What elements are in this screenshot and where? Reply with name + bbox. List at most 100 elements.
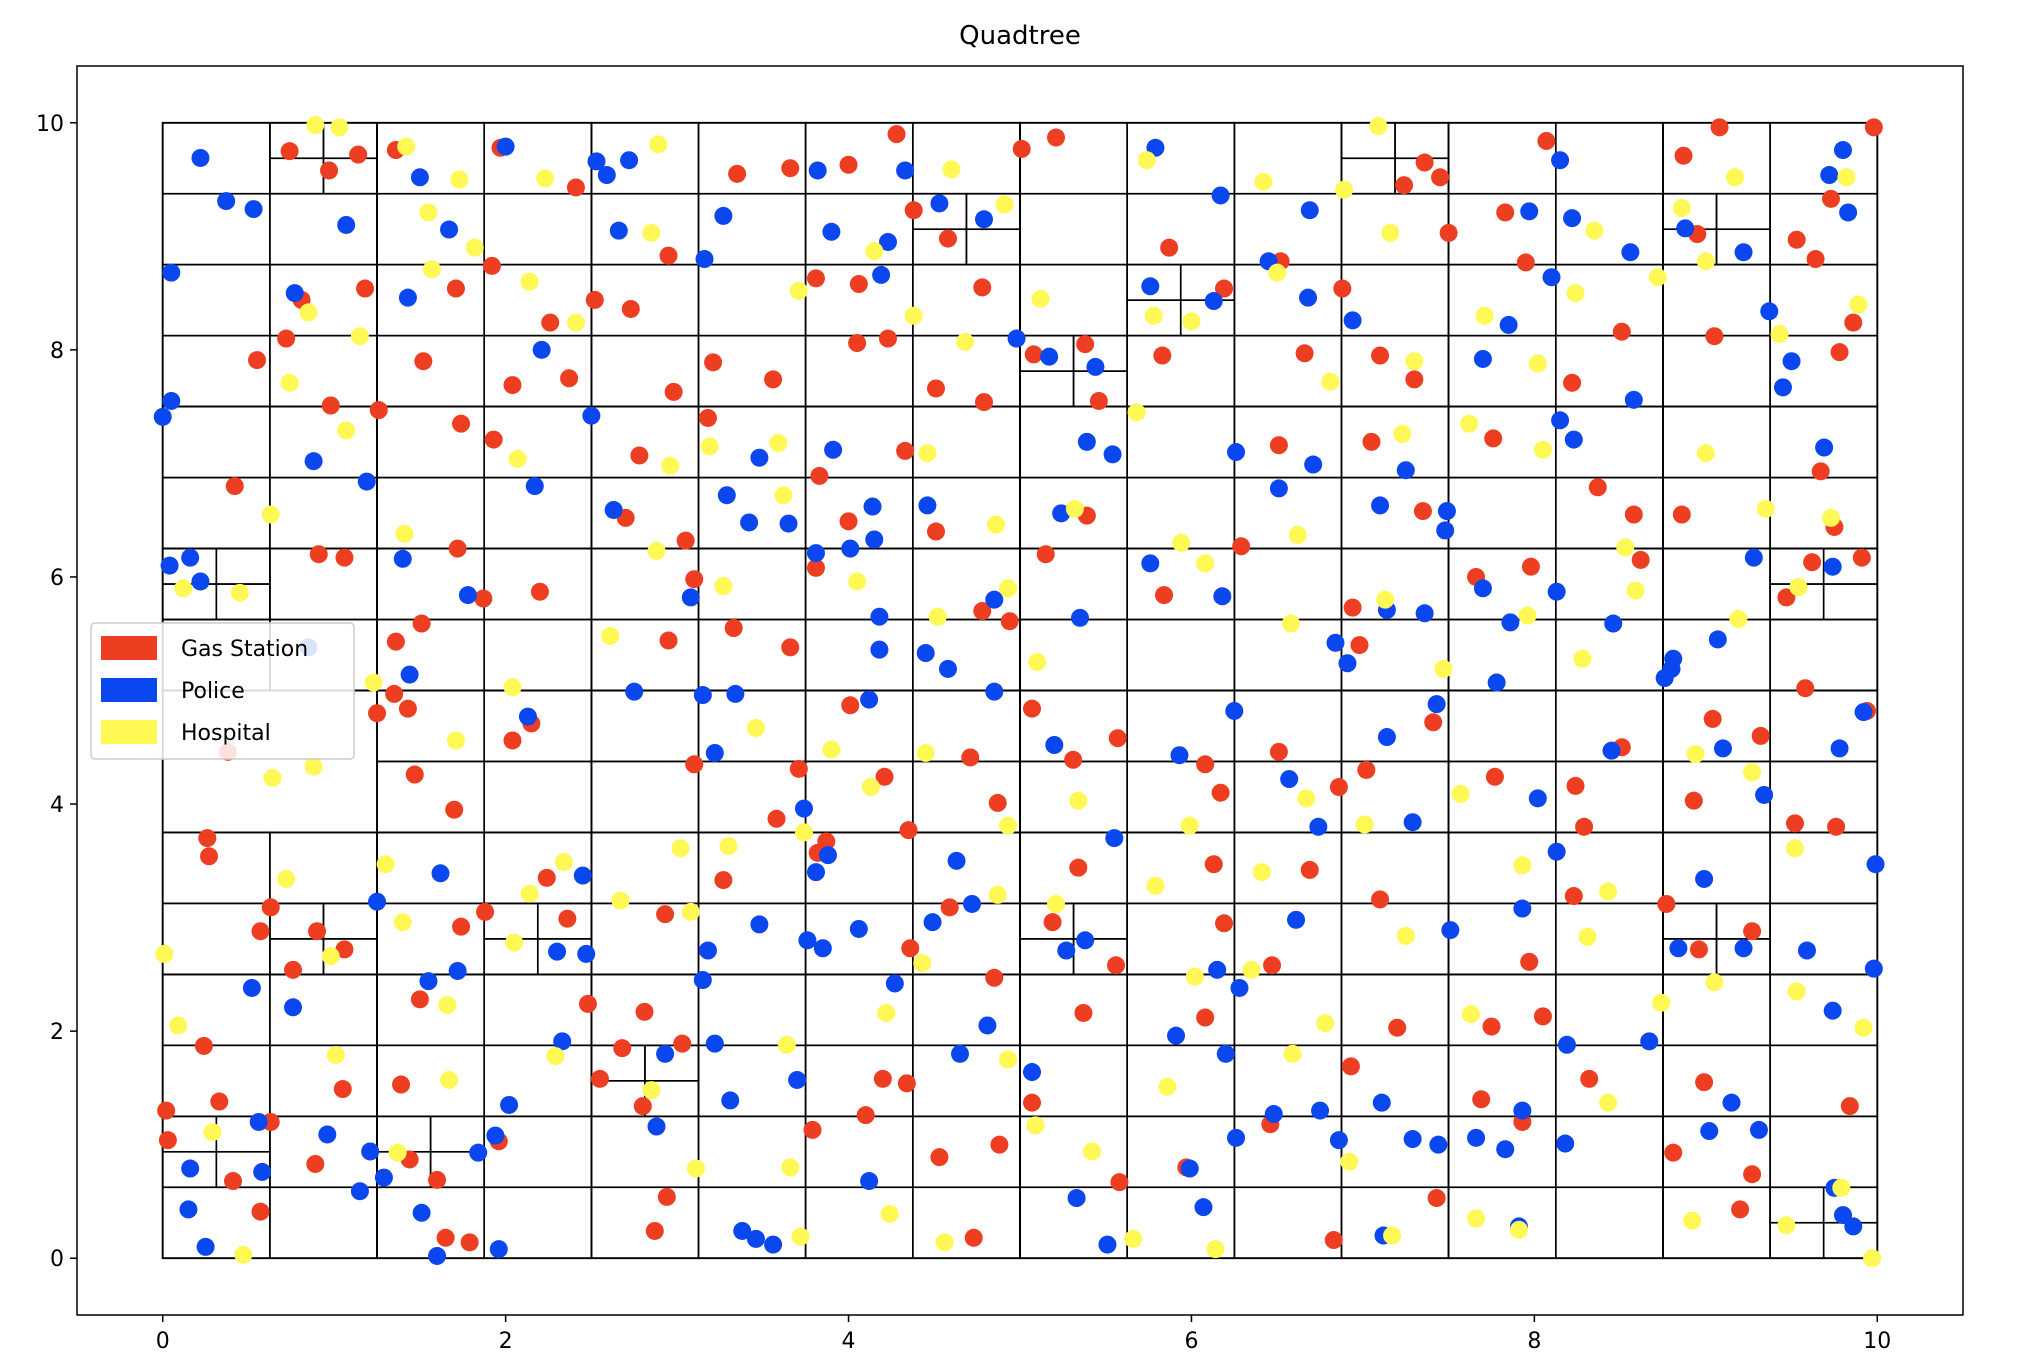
x-tick-label: 4 <box>842 1329 856 1354</box>
police-point <box>896 161 915 180</box>
hospital-point <box>536 169 555 188</box>
gas-station-point <box>1427 1189 1446 1208</box>
hospital-point <box>647 541 666 560</box>
police-point <box>1557 1035 1576 1054</box>
hospital-point <box>1599 882 1618 901</box>
hospital-point <box>1451 784 1470 803</box>
gas-station-point <box>446 279 465 298</box>
police-point <box>1304 455 1323 474</box>
hospital-point <box>393 913 412 932</box>
hospital-point <box>1297 789 1316 808</box>
gas-station-point <box>1329 778 1348 797</box>
police-point <box>1227 1128 1246 1147</box>
police-point <box>1213 587 1232 606</box>
gas-station-point <box>714 871 733 890</box>
gas-station-point <box>503 731 522 750</box>
police-point <box>693 971 712 990</box>
police-point <box>1797 941 1816 960</box>
police-point <box>806 863 825 882</box>
police-point <box>1773 378 1792 397</box>
hospital-point <box>376 855 395 874</box>
gas-station-point <box>1684 791 1703 810</box>
gas-station-point <box>1840 1097 1859 1116</box>
police-point <box>350 1182 369 1201</box>
hospital-point <box>1137 151 1156 170</box>
hospital-point <box>1743 763 1762 782</box>
police-point <box>153 407 172 426</box>
police-point <box>1264 1105 1283 1124</box>
police-point <box>806 544 825 563</box>
police-point <box>870 607 889 626</box>
gas-station-point <box>728 164 747 183</box>
police-point <box>1040 347 1059 366</box>
police-point <box>878 232 897 251</box>
police-point <box>582 406 601 425</box>
gas-station-point <box>1204 855 1223 874</box>
police-point <box>1396 461 1415 480</box>
police-point <box>916 644 935 663</box>
hospital-point <box>1770 324 1789 343</box>
gas-station-point <box>414 352 433 371</box>
gas-station-point <box>1580 1069 1599 1088</box>
hospital-point <box>1396 926 1415 945</box>
gas-station-point <box>1777 588 1796 607</box>
gas-station-point <box>558 909 577 928</box>
police-point <box>1007 329 1026 348</box>
hospital-point <box>1533 440 1552 459</box>
gas-station-point <box>356 279 375 298</box>
police-point <box>1045 736 1064 755</box>
police-point <box>1105 829 1124 848</box>
y-tick-label: 0 <box>50 1247 64 1272</box>
police-point <box>393 549 412 568</box>
hospital-point <box>169 1016 188 1035</box>
police-point <box>950 1044 969 1063</box>
hospital-point <box>661 456 680 475</box>
gas-station-point <box>224 1172 243 1191</box>
gas-station-point <box>503 376 522 395</box>
hospital-point <box>1065 499 1084 518</box>
police-point <box>1542 268 1561 287</box>
police-point <box>1287 910 1306 929</box>
police-point <box>750 915 769 934</box>
police-point <box>1621 243 1640 262</box>
gas-station-point <box>1705 327 1724 346</box>
gas-station-point <box>335 548 354 567</box>
hospital-point <box>450 170 469 189</box>
hospital-point <box>395 524 414 543</box>
gas-station-point <box>1485 767 1504 786</box>
police-point <box>361 1142 380 1161</box>
gas-station-point <box>1657 894 1676 913</box>
hospital-point <box>1616 538 1635 557</box>
gas-station-point <box>412 614 431 633</box>
police-point <box>1551 151 1570 170</box>
hospital-point <box>998 579 1017 598</box>
police-point <box>974 210 993 229</box>
gas-station-point <box>398 699 417 718</box>
police-point <box>1377 728 1396 747</box>
police-point <box>1269 479 1288 498</box>
police-point <box>1441 921 1460 940</box>
gas-station-point <box>1196 755 1215 774</box>
hospital-point <box>1158 1077 1177 1096</box>
police-point <box>337 215 356 234</box>
gas-station-point <box>1588 478 1607 497</box>
gas-station-point <box>1785 814 1804 833</box>
hospital-point <box>174 579 193 598</box>
police-point <box>368 892 387 911</box>
gas-station-point <box>974 393 993 412</box>
hospital-point <box>1028 653 1047 672</box>
gas-station-point <box>806 558 825 577</box>
hospital-point <box>719 837 738 856</box>
gas-station-point <box>1631 550 1650 569</box>
gas-station-point <box>873 1069 892 1088</box>
police-point <box>1204 292 1223 311</box>
gas-station-point <box>1043 913 1062 932</box>
police-point <box>1676 219 1695 238</box>
police-point <box>191 148 210 167</box>
police-point <box>705 743 724 762</box>
gas-station-point <box>251 1202 270 1221</box>
hospital-point <box>1196 554 1215 573</box>
plot-frame <box>76 65 1964 1316</box>
hospital-legend-label: Hospital <box>181 721 271 746</box>
police-point <box>1722 1093 1741 1112</box>
